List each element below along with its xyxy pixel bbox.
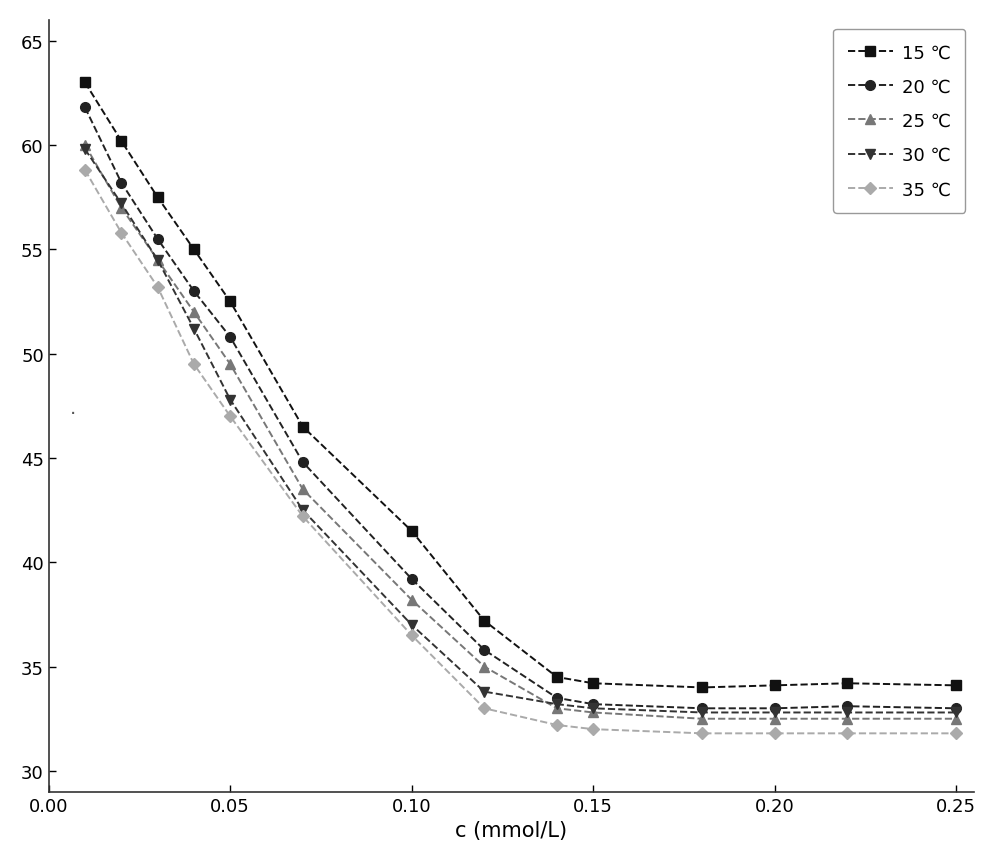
Line: 25 ℃: 25 ℃ bbox=[80, 141, 961, 724]
25 ℃ bbox=[297, 485, 309, 495]
25 ℃ bbox=[188, 307, 200, 318]
15 ℃ bbox=[224, 297, 236, 307]
Line: 15 ℃: 15 ℃ bbox=[80, 78, 961, 692]
15 ℃ bbox=[152, 193, 164, 203]
25 ℃ bbox=[551, 703, 563, 714]
20 ℃ bbox=[224, 332, 236, 343]
15 ℃ bbox=[587, 678, 599, 689]
35 ℃ bbox=[478, 703, 490, 714]
25 ℃ bbox=[950, 714, 962, 724]
25 ℃ bbox=[587, 708, 599, 718]
30 ℃ bbox=[115, 199, 127, 209]
30 ℃ bbox=[224, 395, 236, 406]
20 ℃ bbox=[841, 701, 853, 711]
20 ℃ bbox=[115, 178, 127, 189]
15 ℃ bbox=[115, 137, 127, 147]
20 ℃ bbox=[152, 234, 164, 245]
15 ℃ bbox=[406, 526, 418, 536]
30 ℃ bbox=[152, 255, 164, 265]
35 ℃ bbox=[115, 228, 127, 238]
15 ℃ bbox=[478, 616, 490, 626]
Legend: 15 ℃, 20 ℃, 25 ℃, 30 ℃, 35 ℃: 15 ℃, 20 ℃, 25 ℃, 30 ℃, 35 ℃ bbox=[833, 30, 965, 214]
15 ℃ bbox=[841, 678, 853, 689]
35 ℃ bbox=[950, 728, 962, 739]
20 ℃ bbox=[79, 103, 91, 114]
20 ℃ bbox=[769, 703, 781, 714]
35 ℃ bbox=[551, 720, 563, 730]
35 ℃ bbox=[587, 724, 599, 734]
35 ℃ bbox=[188, 360, 200, 370]
20 ℃ bbox=[696, 703, 708, 714]
30 ℃ bbox=[79, 145, 91, 155]
Line: 30 ℃: 30 ℃ bbox=[80, 146, 961, 717]
30 ℃ bbox=[406, 620, 418, 630]
Line: 35 ℃: 35 ℃ bbox=[81, 167, 960, 738]
30 ℃ bbox=[551, 699, 563, 709]
20 ℃ bbox=[406, 574, 418, 585]
20 ℃ bbox=[188, 287, 200, 297]
25 ℃ bbox=[152, 255, 164, 265]
15 ℃ bbox=[696, 683, 708, 693]
25 ℃ bbox=[406, 595, 418, 605]
20 ℃ bbox=[297, 457, 309, 468]
30 ℃ bbox=[696, 708, 708, 718]
30 ℃ bbox=[841, 708, 853, 718]
20 ℃ bbox=[551, 693, 563, 703]
30 ℃ bbox=[478, 686, 490, 697]
30 ℃ bbox=[188, 324, 200, 334]
15 ℃ bbox=[297, 422, 309, 432]
25 ℃ bbox=[115, 203, 127, 214]
20 ℃ bbox=[950, 703, 962, 714]
35 ℃ bbox=[696, 728, 708, 739]
35 ℃ bbox=[224, 412, 236, 422]
25 ℃ bbox=[79, 140, 91, 151]
35 ℃ bbox=[406, 630, 418, 641]
15 ℃ bbox=[551, 672, 563, 683]
20 ℃ bbox=[478, 645, 490, 655]
30 ℃ bbox=[587, 703, 599, 714]
35 ℃ bbox=[152, 282, 164, 293]
30 ℃ bbox=[950, 708, 962, 718]
35 ℃ bbox=[841, 728, 853, 739]
30 ℃ bbox=[297, 505, 309, 516]
25 ℃ bbox=[478, 661, 490, 672]
35 ℃ bbox=[79, 165, 91, 176]
15 ℃ bbox=[769, 680, 781, 691]
25 ℃ bbox=[841, 714, 853, 724]
Line: 20 ℃: 20 ℃ bbox=[80, 103, 961, 713]
30 ℃ bbox=[769, 708, 781, 718]
20 ℃ bbox=[587, 699, 599, 709]
35 ℃ bbox=[297, 511, 309, 522]
25 ℃ bbox=[224, 360, 236, 370]
15 ℃ bbox=[79, 78, 91, 89]
X-axis label: c (mmol/L): c (mmol/L) bbox=[455, 821, 568, 840]
25 ℃ bbox=[696, 714, 708, 724]
15 ℃ bbox=[950, 680, 962, 691]
15 ℃ bbox=[188, 245, 200, 255]
25 ℃ bbox=[769, 714, 781, 724]
35 ℃ bbox=[769, 728, 781, 739]
Text: .: . bbox=[70, 399, 76, 418]
